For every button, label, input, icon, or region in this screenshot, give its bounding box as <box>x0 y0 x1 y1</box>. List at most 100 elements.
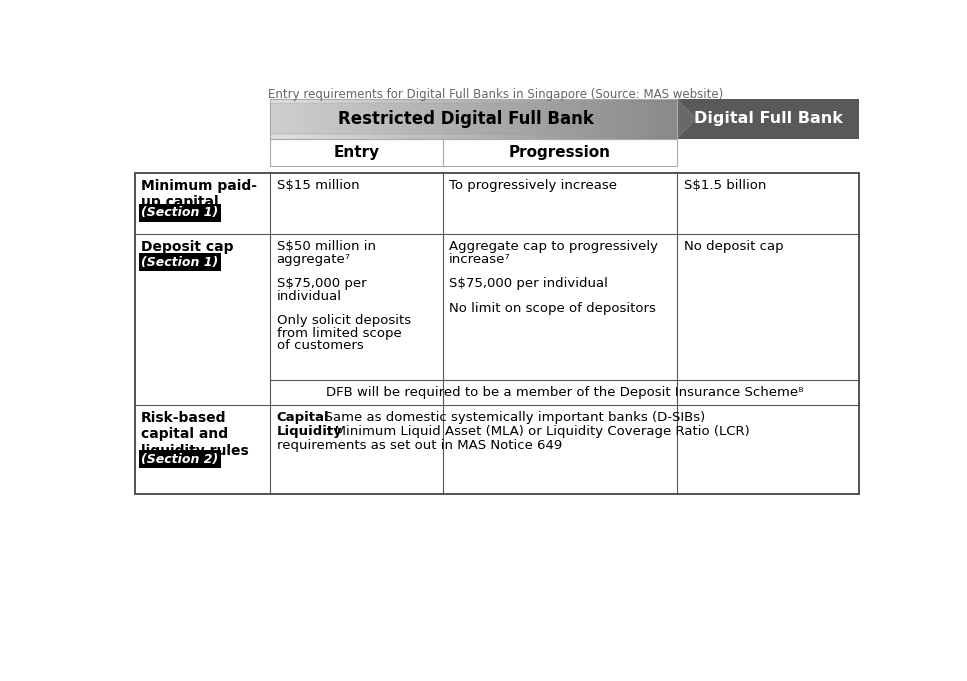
Bar <box>372 99 378 139</box>
Text: : Same as domestic systemically important banks (D-SIBs): : Same as domestic systemically importan… <box>316 411 705 424</box>
Bar <box>306 99 311 139</box>
Text: S$75,000 per: S$75,000 per <box>277 277 366 290</box>
Text: (Section 1): (Section 1) <box>141 256 219 269</box>
Bar <box>667 99 673 139</box>
Text: DFB will be required to be a member of the Deposit Insurance Scheme⁸: DFB will be required to be a member of t… <box>326 386 804 399</box>
Bar <box>494 99 500 139</box>
Bar <box>296 99 302 139</box>
Bar <box>280 99 286 139</box>
Bar <box>631 99 637 139</box>
Text: Aggregate cap to progressively: Aggregate cap to progressively <box>449 240 658 253</box>
Bar <box>479 99 484 139</box>
Bar <box>555 99 561 139</box>
Bar <box>586 99 591 139</box>
Bar <box>337 99 342 139</box>
Bar <box>301 99 307 139</box>
Text: Risk-based
capital and
liquidity rules: Risk-based capital and liquidity rules <box>141 411 249 458</box>
Bar <box>469 99 474 139</box>
Text: aggregate⁷: aggregate⁷ <box>277 253 351 266</box>
Bar <box>489 99 494 139</box>
Text: (Section 2): (Section 2) <box>141 453 219 466</box>
Bar <box>474 99 480 139</box>
Text: individual: individual <box>277 289 341 302</box>
Bar <box>627 99 632 139</box>
Bar <box>449 99 454 139</box>
Bar <box>316 99 322 139</box>
Bar <box>357 99 363 139</box>
Bar <box>652 99 658 139</box>
Bar <box>647 99 653 139</box>
Bar <box>510 99 515 139</box>
Bar <box>276 99 281 139</box>
Bar <box>444 99 449 139</box>
Bar <box>393 99 398 139</box>
Text: Only solicit deposits: Only solicit deposits <box>277 314 411 328</box>
Bar <box>382 99 388 139</box>
Bar <box>347 99 352 139</box>
Text: Capital: Capital <box>277 411 330 424</box>
Bar <box>311 99 316 139</box>
Bar <box>505 99 510 139</box>
Bar <box>672 99 678 139</box>
Text: Progression: Progression <box>509 145 611 160</box>
Text: S$50 million in: S$50 million in <box>277 240 375 253</box>
Bar <box>540 99 545 139</box>
Bar <box>367 99 372 139</box>
Bar <box>535 99 541 139</box>
Bar <box>433 99 439 139</box>
Bar <box>454 99 459 139</box>
Bar <box>362 99 367 139</box>
Bar <box>291 99 296 139</box>
Bar <box>616 99 622 139</box>
Bar <box>321 99 327 139</box>
Bar <box>591 99 597 139</box>
Bar <box>341 99 347 139</box>
Bar <box>388 99 393 139</box>
Bar <box>464 99 469 139</box>
Bar <box>566 99 571 139</box>
Bar <box>525 99 530 139</box>
Bar <box>134 172 859 494</box>
Bar <box>606 99 611 139</box>
Bar <box>413 99 419 139</box>
Bar <box>438 99 444 139</box>
Bar <box>636 99 642 139</box>
Text: S$75,000 per individual: S$75,000 per individual <box>449 277 607 290</box>
Bar <box>352 99 357 139</box>
Bar <box>545 99 550 139</box>
Bar <box>642 99 647 139</box>
Bar <box>458 99 464 139</box>
Text: Digital Full Bank: Digital Full Bank <box>693 111 842 126</box>
Bar <box>575 99 581 139</box>
Bar <box>402 99 408 139</box>
Text: No deposit cap: No deposit cap <box>684 240 783 253</box>
Bar <box>428 99 433 139</box>
Bar <box>677 99 859 139</box>
Bar <box>484 99 489 139</box>
Text: : Minimum Liquid Asset (MLA) or Liquidity Coverage Ratio (LCR): : Minimum Liquid Asset (MLA) or Liquidit… <box>326 425 749 438</box>
Bar <box>377 99 383 139</box>
Bar <box>622 99 627 139</box>
Bar <box>596 99 601 139</box>
Text: requirements as set out in MAS Notice 649: requirements as set out in MAS Notice 64… <box>277 439 562 452</box>
Text: (Section 1): (Section 1) <box>141 206 219 219</box>
Bar <box>332 99 337 139</box>
Text: No limit on scope of depositors: No limit on scope of depositors <box>449 302 656 315</box>
Bar <box>285 99 291 139</box>
Bar <box>560 99 566 139</box>
Text: increase⁷: increase⁷ <box>449 253 511 266</box>
Text: Liquidity: Liquidity <box>277 425 342 438</box>
Bar <box>550 99 556 139</box>
Bar <box>601 99 606 139</box>
Bar <box>327 99 332 139</box>
Bar <box>418 99 424 139</box>
Text: of customers: of customers <box>277 339 364 352</box>
Bar <box>581 99 586 139</box>
Bar <box>423 99 428 139</box>
Polygon shape <box>271 99 696 138</box>
Text: Entry: Entry <box>334 145 379 160</box>
Bar <box>271 99 276 139</box>
Bar <box>519 99 525 139</box>
Bar <box>530 99 536 139</box>
Bar <box>271 139 677 166</box>
